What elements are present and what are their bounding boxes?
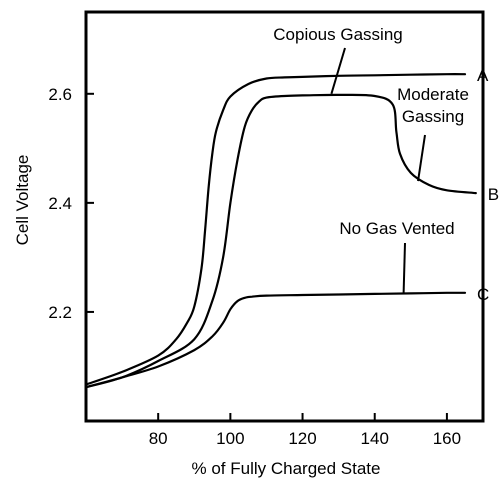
- x-tick-label: 80: [149, 429, 168, 448]
- x-tick-label: 120: [288, 429, 316, 448]
- series-line-c: [84, 291, 467, 389]
- series-label-c: C: [477, 285, 489, 304]
- y-axis-title: Cell Voltage: [13, 155, 32, 246]
- series-label-a: A: [477, 66, 489, 85]
- series-group: A B C: [84, 66, 499, 389]
- x-tick-label: 140: [361, 429, 389, 448]
- annotations-group: Copious Gassing Moderate Gassing No Gas Ven…: [273, 25, 469, 294]
- series-line-b: [84, 93, 477, 389]
- annotation-leader-moderate: [417, 134, 426, 182]
- annotation-copious: Copious Gassing: [273, 25, 402, 44]
- y-tick-label: 2.2: [48, 303, 72, 322]
- annotation-nogas: No Gas Vented: [339, 219, 454, 238]
- x-axis-title: % of Fully Charged State: [192, 459, 381, 478]
- series-label-b: B: [488, 185, 499, 204]
- plot-frame: [84, 10, 485, 423]
- annotation-moderate: Moderate Gassing: [397, 85, 469, 126]
- y-tick-label: 2.6: [48, 85, 72, 104]
- series-line-a: [84, 73, 467, 386]
- annotation-leader-copious: [330, 47, 346, 95]
- x-tick-label: 160: [433, 429, 461, 448]
- annotation-leader-nogas: [402, 242, 406, 294]
- x-tick-label: 100: [216, 429, 244, 448]
- x-axis-ticks: 80 100 120 140 160: [149, 413, 461, 448]
- y-axis-ticks: 2.2 2.4 2.6: [48, 85, 94, 322]
- y-tick-label: 2.4: [48, 194, 72, 213]
